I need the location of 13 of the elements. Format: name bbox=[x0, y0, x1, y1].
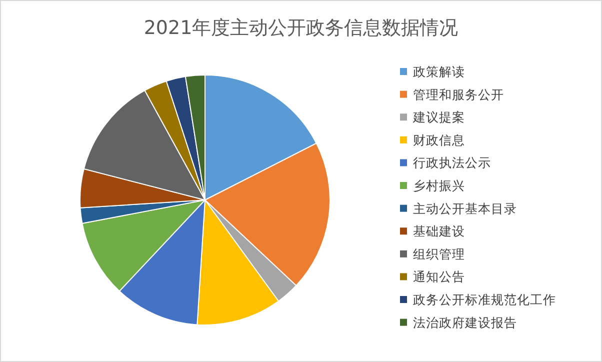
legend-label: 乡村振兴 bbox=[413, 178, 465, 193]
legend-label: 管理和服务公开 bbox=[413, 86, 504, 102]
legend-label: 行政执法公示 bbox=[413, 155, 491, 170]
chart-title: 2021年度主动公开政务信息数据情况 bbox=[144, 17, 458, 39]
legend-label: 基础建设 bbox=[413, 224, 465, 239]
legend-label: 建议提案 bbox=[412, 110, 465, 125]
legend-label: 通知公告 bbox=[413, 269, 465, 284]
legend-label: 财政信息 bbox=[413, 132, 465, 148]
legend-label: 法治政府建设报告 bbox=[413, 314, 517, 330]
legend-label: 政务公开标准规范化工作 bbox=[413, 292, 556, 307]
legend-label: 主动公开基本目录 bbox=[413, 200, 517, 216]
legend-label: 政策解读 bbox=[413, 64, 465, 79]
legend-label: 组织管理 bbox=[413, 246, 465, 262]
